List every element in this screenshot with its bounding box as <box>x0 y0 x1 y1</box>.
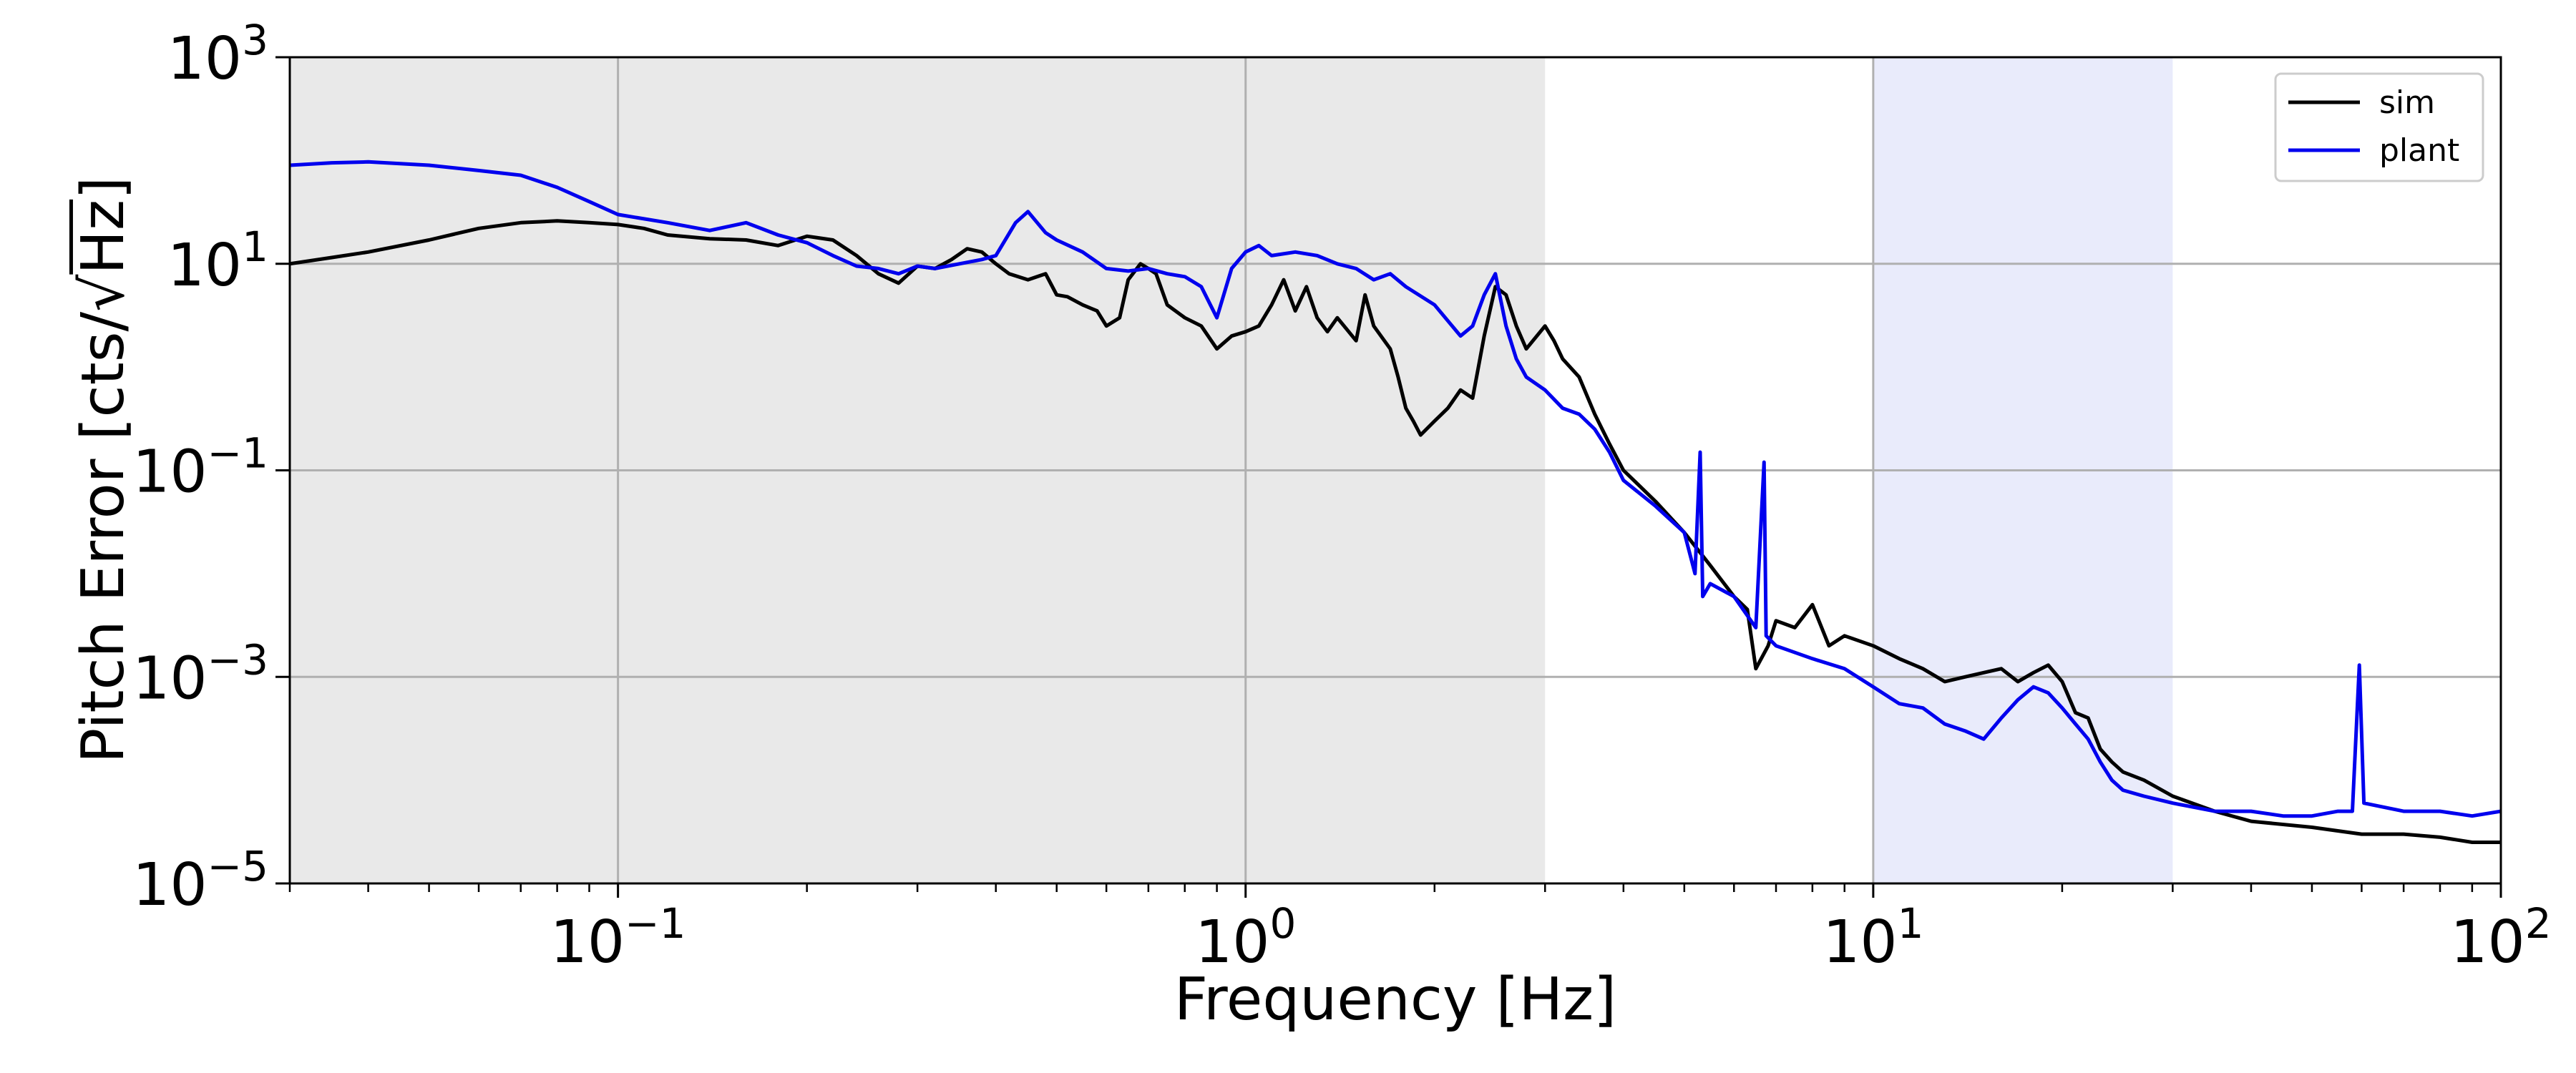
y-tick-label-2: 10−1 <box>132 429 268 506</box>
y-tick-label-4: 103 <box>167 16 268 93</box>
y-axis-label-sqrt: √ <box>69 274 137 312</box>
y-axis-label-close: ] <box>69 177 137 200</box>
x-tick-label-1: 100 <box>1195 899 1296 976</box>
y-tick-label-3: 101 <box>167 222 268 300</box>
series-layer <box>290 160 2501 844</box>
y-axis-label-radicand: Hz <box>69 200 137 275</box>
x-axis-label: Frequency [Hz] <box>1174 966 1616 1034</box>
legend-label-plant: plant <box>2379 132 2459 169</box>
legend-label-sim: sim <box>2379 84 2435 121</box>
y-axis-label: Pitch Error [cts/ <box>69 312 137 764</box>
minor-ticks <box>288 883 2474 892</box>
y-tick-label-0: 10−5 <box>132 842 268 919</box>
x-axis-ticks: 10−1 100 101 102 <box>550 883 2552 976</box>
x-tick-label-0: 10−1 <box>550 899 686 976</box>
legend: sim plant <box>2274 72 2484 182</box>
x-tick-label-2: 101 <box>1823 899 1923 976</box>
series-line-plant <box>290 160 2501 818</box>
svg-text:Pitch Error [cts/√Hz]: Pitch Error [cts/√Hz] <box>69 177 137 763</box>
y-axis-ticks: 10−5 10−3 10−1 101 103 <box>132 16 290 919</box>
y-tick-label-1: 10−3 <box>132 635 268 712</box>
x-tick-label-3: 102 <box>2450 899 2551 976</box>
y-axis-label-group: Pitch Error [cts/√Hz] <box>69 177 137 763</box>
